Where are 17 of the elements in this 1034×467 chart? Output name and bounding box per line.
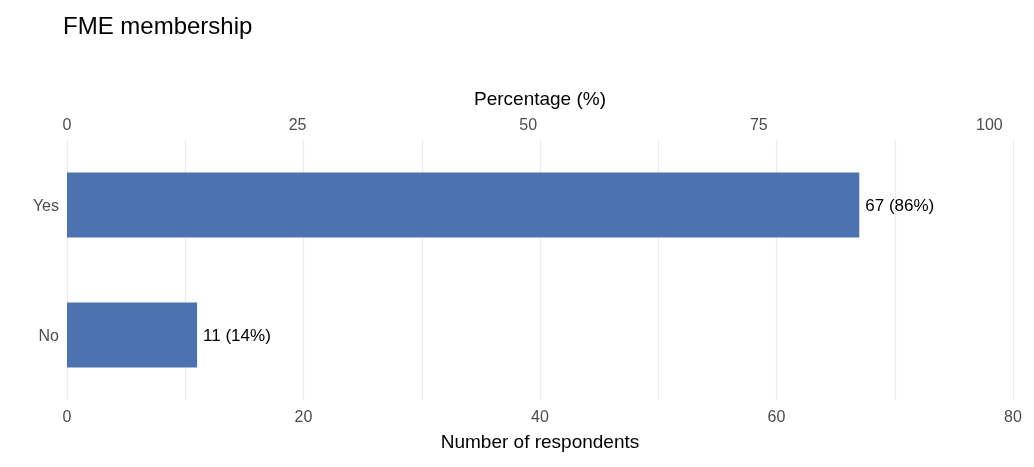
x-tick-label: 0	[62, 407, 72, 425]
chart-title: FME membership	[63, 11, 253, 39]
y-tick-label: No	[38, 326, 60, 344]
x-tick-label: 20	[294, 407, 313, 425]
x2-axis-title: Percentage (%)	[473, 88, 607, 109]
x2-tick-label: 75	[749, 115, 768, 133]
x-tick-label: 40	[531, 407, 549, 425]
x-axis-title: Number of respondents	[440, 431, 640, 452]
x-tick-label: 60	[767, 407, 786, 425]
data-label: 67 (86%)	[865, 195, 935, 215]
x-tick-label: 80	[1004, 407, 1022, 425]
x2-tick-label: 0	[62, 115, 72, 133]
x2-tick-label: 100	[976, 115, 1003, 133]
x2-tick-label: 50	[519, 115, 538, 133]
y-tick-label: Yes	[32, 196, 59, 214]
data-label: 11 (14%)	[203, 325, 271, 345]
x2-tick-label: 25	[288, 115, 307, 133]
